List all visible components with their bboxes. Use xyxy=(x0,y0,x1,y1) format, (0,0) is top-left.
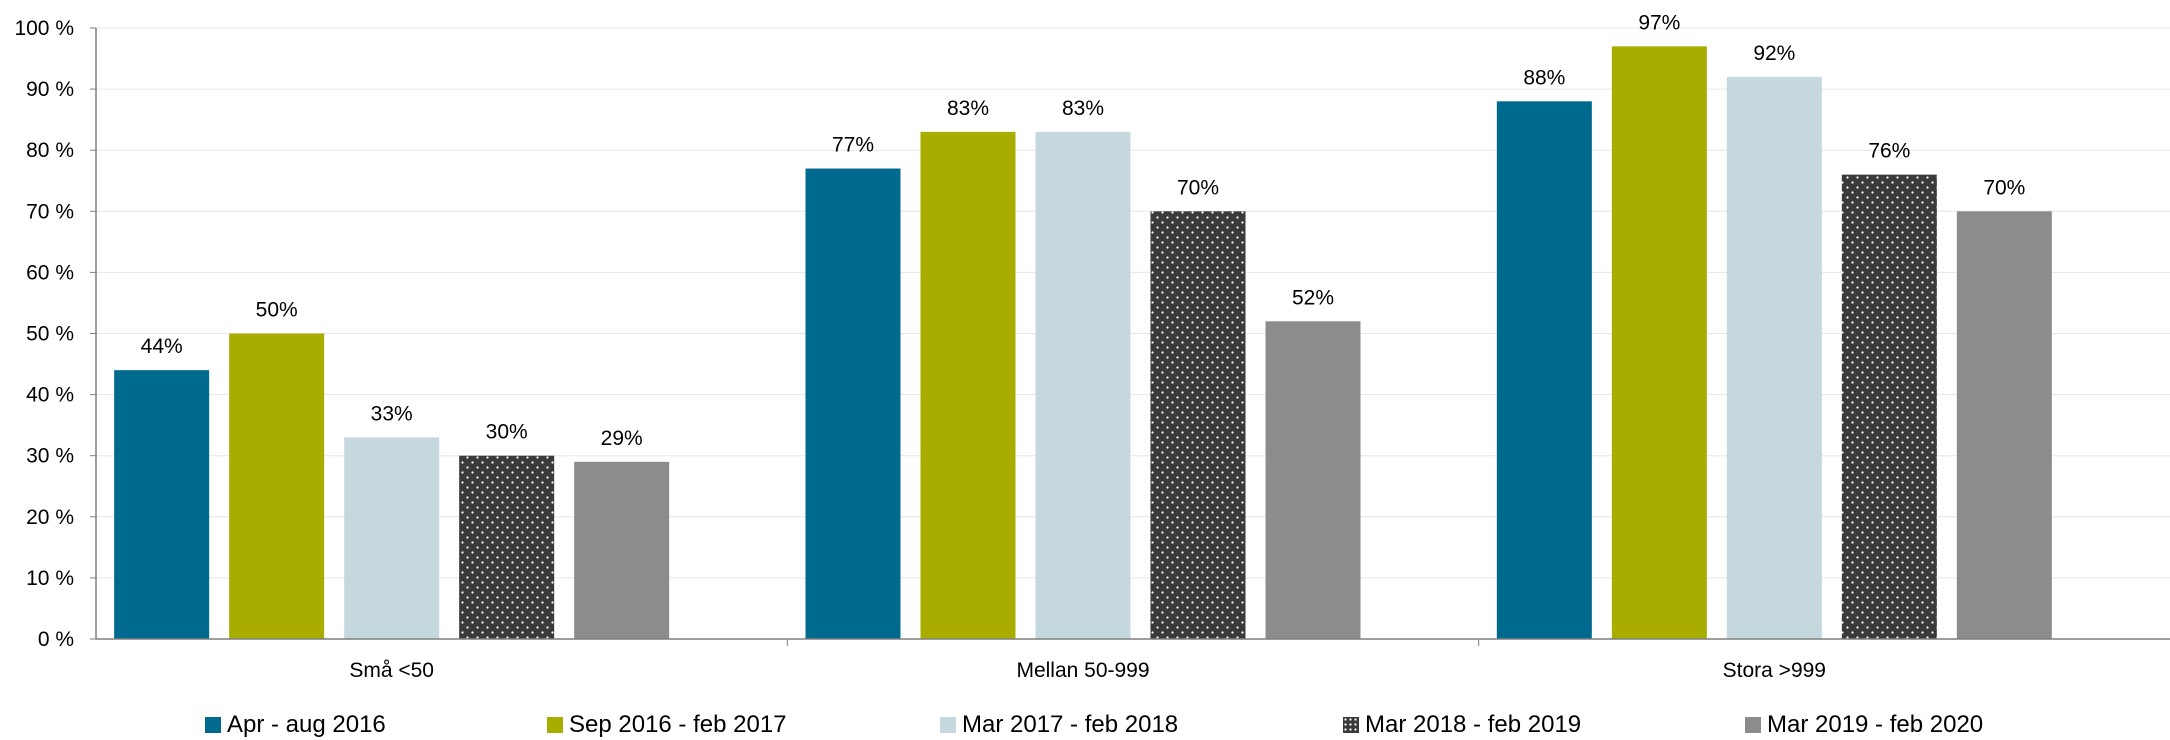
y-tick-label: 10 % xyxy=(26,567,74,590)
data-label: 88% xyxy=(1523,66,1565,89)
axes: 0 % 10 % 20 % 30 % 40 % 50 % 60 % 70 % 80 % 90 % 1… xyxy=(14,17,2170,682)
legend-label: Mar 2019 - feb 2020 xyxy=(1767,711,1984,738)
data-label: 29% xyxy=(601,427,643,450)
bar xyxy=(574,461,670,639)
bar xyxy=(344,437,440,639)
legend: Apr - aug 2016 Sep 2016 - feb 2017 Mar 201… xyxy=(0,710,2170,740)
legend-item: Mar 2018 - feb 2019 xyxy=(1343,710,1581,740)
legend-item: Mar 2019 - feb 2020 xyxy=(1745,710,1983,740)
data-label: 92% xyxy=(1753,42,1795,65)
data-label: 30% xyxy=(486,421,528,444)
data-labels: 44% 50% 33% 30% 29% 77% 83% 83% 70% 52% 88% 97% 92% 7… xyxy=(141,11,2026,449)
data-label: 83% xyxy=(1062,97,1104,120)
bar xyxy=(1956,211,2052,640)
x-category-label: Stora >999 xyxy=(1723,659,1826,682)
legend-swatch xyxy=(1343,717,1359,733)
data-label: 70% xyxy=(1177,176,1219,199)
data-label: 33% xyxy=(371,402,413,425)
legend-label: Mar 2018 - feb 2019 xyxy=(1365,711,1582,738)
bar xyxy=(1035,131,1131,639)
legend-swatch xyxy=(205,717,221,733)
legend-label: Sep 2016 - feb 2017 xyxy=(569,711,787,738)
bar xyxy=(1150,211,1246,640)
legend-item: Sep 2016 - feb 2017 xyxy=(547,710,787,740)
bar xyxy=(1726,76,1822,639)
bar xyxy=(1496,101,1592,639)
y-tick-label: 60 % xyxy=(26,261,74,284)
y-tick-label: 20 % xyxy=(26,506,74,529)
legend-swatch xyxy=(940,717,956,733)
data-label: 52% xyxy=(1292,286,1334,309)
bar xyxy=(114,370,210,639)
data-label: 83% xyxy=(947,97,989,120)
legend-swatch xyxy=(547,717,563,733)
y-tick-label: 90 % xyxy=(26,78,74,101)
data-label: 97% xyxy=(1638,11,1680,34)
data-label: 50% xyxy=(256,299,298,322)
gridlines xyxy=(96,27,2170,579)
data-label: 70% xyxy=(1983,176,2025,199)
legend-item: Apr - aug 2016 xyxy=(205,710,386,740)
legend-item: Mar 2017 - feb 2018 xyxy=(940,710,1178,740)
bar xyxy=(1611,46,1707,639)
legend-label: Mar 2017 - feb 2018 xyxy=(962,711,1179,738)
x-category-label: Små <50 xyxy=(349,659,434,682)
y-tick-label: 100 % xyxy=(14,17,74,40)
bar xyxy=(459,455,555,639)
y-tick-label: 30 % xyxy=(26,445,74,468)
x-category-label: Mellan 50-999 xyxy=(1016,659,1149,682)
y-tick-label: 0 % xyxy=(38,628,74,651)
bars xyxy=(114,46,2052,640)
bar xyxy=(805,168,901,639)
bar xyxy=(1841,174,1937,639)
data-label: 44% xyxy=(141,335,183,358)
y-tick-label: 70 % xyxy=(26,200,74,223)
legend-label: Apr - aug 2016 xyxy=(227,711,386,738)
y-tick-label: 80 % xyxy=(26,139,74,162)
y-tick-label: 40 % xyxy=(26,384,74,407)
y-tick-label: 50 % xyxy=(26,323,74,346)
data-label: 76% xyxy=(1868,140,1910,163)
bar xyxy=(920,131,1016,639)
data-label: 77% xyxy=(832,134,874,157)
bar-chart: 44% 50% 33% 30% 29% 77% 83% 83% 70% 52% 88% 97% 92% 7… xyxy=(14,11,2170,682)
bar xyxy=(229,333,325,639)
bar xyxy=(1265,321,1361,639)
legend-swatch xyxy=(1745,717,1761,733)
